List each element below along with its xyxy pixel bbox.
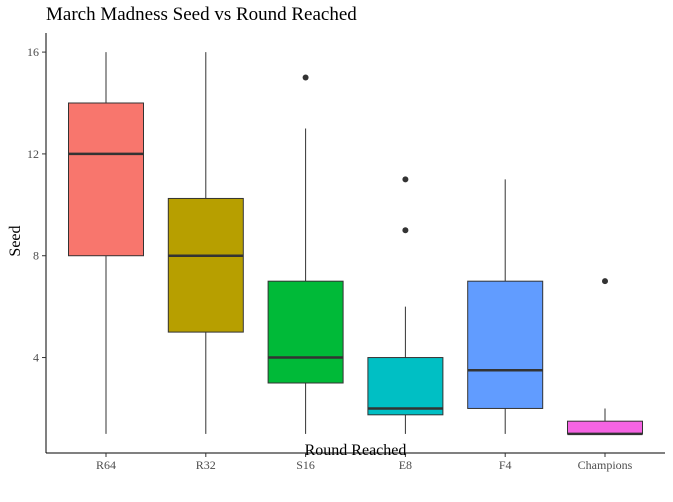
x-tick-label: R64 xyxy=(96,458,116,472)
y-axis-label: Seed xyxy=(7,225,24,257)
x-tick-label: R32 xyxy=(196,458,216,472)
box-e8 xyxy=(367,357,444,416)
outlier-point xyxy=(402,176,409,183)
y-tick-label: 16 xyxy=(27,45,39,59)
y-tick-label: 8 xyxy=(33,249,39,263)
x-axis-label: Round Reached xyxy=(304,442,407,459)
box-s16 xyxy=(267,280,344,384)
box-r64 xyxy=(68,102,144,257)
y-tick-label: 4 xyxy=(33,351,39,365)
x-tick-label: S16 xyxy=(296,458,315,472)
x-tick-label: Champions xyxy=(578,458,633,472)
outlier-point xyxy=(402,227,409,234)
box-f4 xyxy=(467,280,544,409)
chart-title: March Madness Seed vs Round Reached xyxy=(46,4,357,25)
x-tick-label: E8 xyxy=(399,458,412,472)
x-tick-label: F4 xyxy=(499,458,512,472)
outlier-point xyxy=(602,278,608,285)
outlier-point xyxy=(302,74,309,81)
box-r32 xyxy=(167,197,244,333)
y-tick-label: 12 xyxy=(27,147,39,161)
box-champions xyxy=(567,420,643,435)
